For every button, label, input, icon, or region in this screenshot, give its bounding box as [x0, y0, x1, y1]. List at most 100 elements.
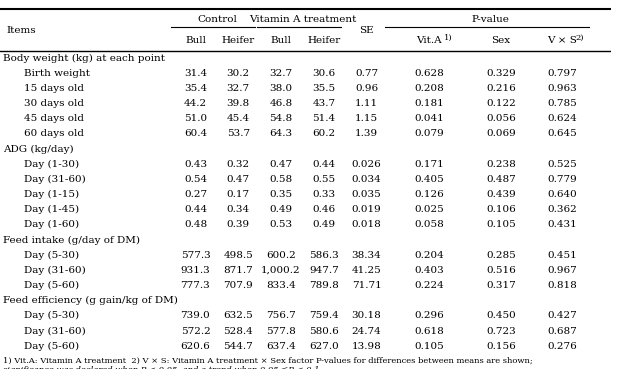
Text: P-value: P-value: [471, 15, 509, 24]
Text: 0.056: 0.056: [486, 114, 516, 123]
Text: significance was declared when P < 0.05, and a trend when 0.05 ≤P < 0.1.: significance was declared when P < 0.05,…: [3, 366, 322, 369]
Text: 0.47: 0.47: [269, 160, 292, 169]
Text: 739.0: 739.0: [180, 311, 211, 320]
Text: 30.2: 30.2: [227, 69, 250, 78]
Text: 0.405: 0.405: [414, 175, 444, 184]
Text: 0.126: 0.126: [414, 190, 444, 199]
Text: 0.27: 0.27: [184, 190, 207, 199]
Text: 0.238: 0.238: [486, 160, 516, 169]
Text: 0.44: 0.44: [184, 205, 207, 214]
Text: 0.079: 0.079: [414, 130, 444, 138]
Text: 0.034: 0.034: [352, 175, 381, 184]
Text: 0.43: 0.43: [184, 160, 207, 169]
Text: 0.019: 0.019: [352, 205, 381, 214]
Text: 35.4: 35.4: [184, 84, 207, 93]
Text: 60.4: 60.4: [184, 130, 207, 138]
Text: 0.640: 0.640: [547, 190, 577, 199]
Text: 0.105: 0.105: [414, 342, 444, 351]
Text: Vit.A: Vit.A: [416, 36, 442, 45]
Text: 620.6: 620.6: [180, 342, 211, 351]
Text: 0.48: 0.48: [184, 220, 207, 230]
Text: 580.6: 580.6: [309, 327, 339, 335]
Text: Day (1-15): Day (1-15): [24, 190, 80, 199]
Text: 544.7: 544.7: [223, 342, 253, 351]
Text: 0.122: 0.122: [486, 99, 516, 108]
Text: Sex: Sex: [491, 36, 511, 45]
Text: 0.618: 0.618: [414, 327, 444, 335]
Text: 0.779: 0.779: [547, 175, 577, 184]
Text: 32.7: 32.7: [269, 69, 292, 78]
Text: 0.723: 0.723: [486, 327, 516, 335]
Text: 41.25: 41.25: [352, 266, 381, 275]
Text: ADG (kg/day): ADG (kg/day): [3, 145, 73, 154]
Text: 0.47: 0.47: [227, 175, 250, 184]
Text: Day (5-60): Day (5-60): [24, 281, 80, 290]
Text: 60 days old: 60 days old: [24, 130, 84, 138]
Text: Day (5-30): Day (5-30): [24, 251, 80, 260]
Text: 1.39: 1.39: [355, 130, 378, 138]
Text: 0.525: 0.525: [547, 160, 577, 169]
Text: 0.33: 0.33: [312, 190, 336, 199]
Text: 30 days old: 30 days old: [24, 99, 84, 108]
Text: 0.967: 0.967: [547, 266, 577, 275]
Text: 0.34: 0.34: [227, 205, 250, 214]
Text: 0.624: 0.624: [547, 114, 577, 123]
Text: 0.46: 0.46: [312, 205, 336, 214]
Text: 1.11: 1.11: [355, 99, 378, 108]
Text: 0.963: 0.963: [547, 84, 577, 93]
Text: 931.3: 931.3: [180, 266, 211, 275]
Text: 0.32: 0.32: [227, 160, 250, 169]
Text: 0.216: 0.216: [486, 84, 516, 93]
Text: Day (31-60): Day (31-60): [24, 327, 86, 336]
Text: 0.285: 0.285: [486, 251, 516, 260]
Text: 39.8: 39.8: [227, 99, 250, 108]
Text: 32.7: 32.7: [227, 84, 250, 93]
Text: 31.4: 31.4: [184, 69, 207, 78]
Text: Day (31-60): Day (31-60): [24, 175, 86, 184]
Text: 0.276: 0.276: [547, 342, 577, 351]
Text: 777.3: 777.3: [180, 281, 211, 290]
Text: 0.818: 0.818: [547, 281, 577, 290]
Text: 0.156: 0.156: [486, 342, 516, 351]
Text: 947.7: 947.7: [309, 266, 339, 275]
Text: 0.54: 0.54: [184, 175, 207, 184]
Text: Vitamin A treatment: Vitamin A treatment: [249, 15, 356, 24]
Text: Day (1-30): Day (1-30): [24, 160, 80, 169]
Text: 0.450: 0.450: [486, 311, 516, 320]
Text: 0.431: 0.431: [547, 220, 577, 230]
Text: Day (5-60): Day (5-60): [24, 342, 80, 351]
Text: 498.5: 498.5: [223, 251, 253, 260]
Text: 0.797: 0.797: [547, 69, 577, 78]
Text: 0.645: 0.645: [547, 130, 577, 138]
Text: 2): 2): [576, 34, 584, 42]
Text: 0.628: 0.628: [414, 69, 444, 78]
Text: Day (1-60): Day (1-60): [24, 220, 80, 230]
Text: 0.53: 0.53: [269, 220, 292, 230]
Text: 632.5: 632.5: [223, 311, 253, 320]
Text: 0.208: 0.208: [414, 84, 444, 93]
Text: 0.451: 0.451: [547, 251, 577, 260]
Text: 0.224: 0.224: [414, 281, 444, 290]
Text: 0.035: 0.035: [352, 190, 381, 199]
Text: 0.018: 0.018: [352, 220, 381, 230]
Text: 0.204: 0.204: [414, 251, 444, 260]
Text: 0.058: 0.058: [414, 220, 444, 230]
Text: 528.4: 528.4: [223, 327, 253, 335]
Text: 0.317: 0.317: [486, 281, 516, 290]
Text: 0.106: 0.106: [486, 205, 516, 214]
Text: 0.516: 0.516: [486, 266, 516, 275]
Text: 0.181: 0.181: [414, 99, 444, 108]
Text: 0.427: 0.427: [547, 311, 577, 320]
Text: 0.55: 0.55: [312, 175, 336, 184]
Text: 0.44: 0.44: [312, 160, 336, 169]
Text: 45.4: 45.4: [227, 114, 250, 123]
Text: 0.49: 0.49: [269, 205, 292, 214]
Text: 24.74: 24.74: [352, 327, 381, 335]
Text: 0.17: 0.17: [227, 190, 250, 199]
Text: 0.487: 0.487: [486, 175, 516, 184]
Text: 0.026: 0.026: [352, 160, 381, 169]
Text: 0.687: 0.687: [547, 327, 577, 335]
Text: Bull: Bull: [185, 36, 206, 45]
Text: Day (1-45): Day (1-45): [24, 205, 80, 214]
Text: Heifer: Heifer: [307, 36, 341, 45]
